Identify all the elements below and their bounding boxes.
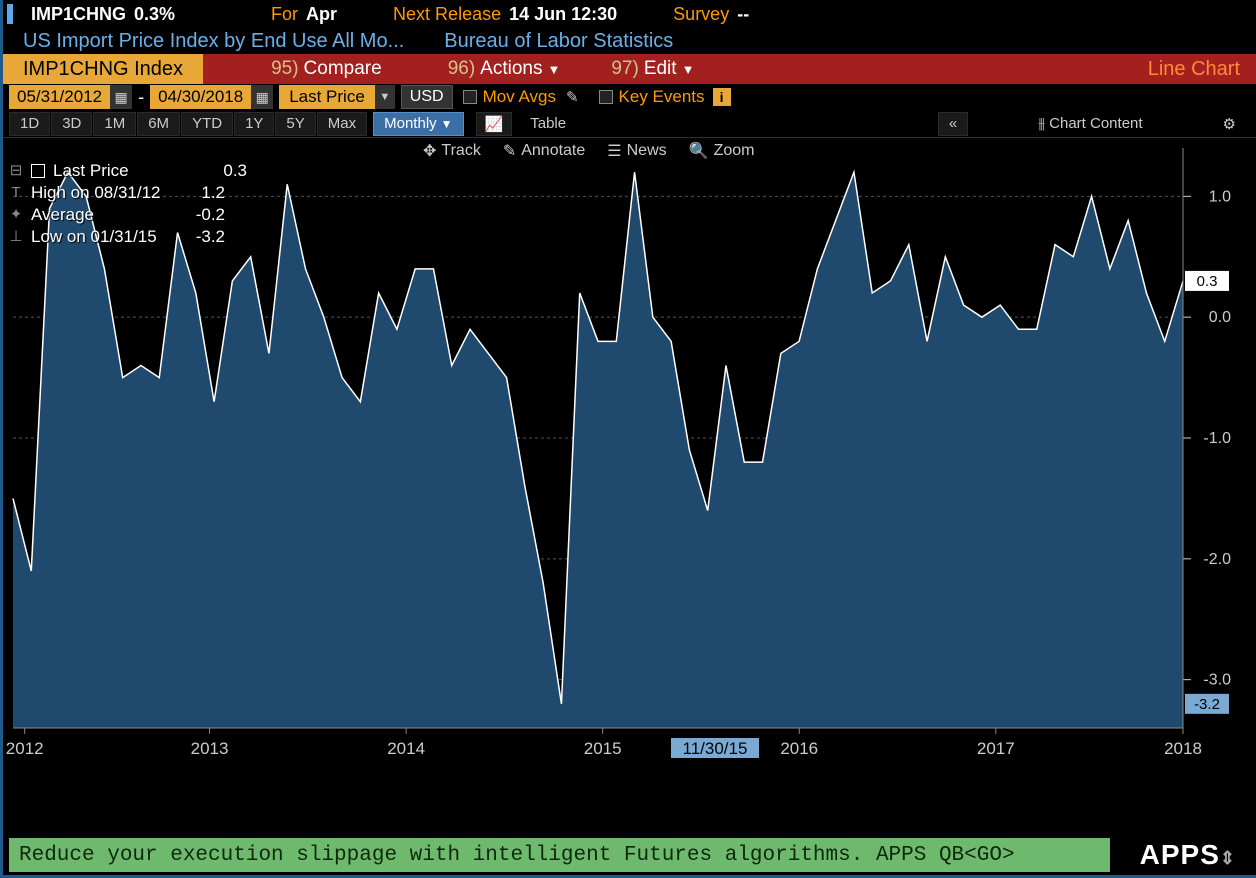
legend-high-label: High on 08/31/12 (31, 182, 181, 204)
legend-low-value: -3.2 (189, 226, 225, 248)
currency-select[interactable]: USD (401, 85, 453, 109)
svg-text:2015: 2015 (584, 739, 622, 758)
ticker-box[interactable]: IMP1CHNG Index (3, 54, 203, 84)
key-events-checkbox[interactable] (599, 90, 613, 104)
date-from-input[interactable]: 05/31/2012 (9, 85, 110, 109)
ticker-value: 0.3% (134, 4, 175, 25)
chart-legend: ⊟Last Price0.3 THigh on 08/31/121.2 ✦Ave… (9, 160, 247, 248)
chart-toolbar: ✥ Track ✎ Annotate ☰ News 🔍 Zoom (413, 138, 764, 164)
zoom-button[interactable]: 🔍 Zoom (679, 138, 765, 164)
gear-icon[interactable]: ⚙ (1213, 112, 1246, 136)
index-description: US Import Price Index by End Use All Mo.… (23, 30, 404, 53)
chart-content-button[interactable]: ⫵ Chart Content (1028, 112, 1152, 136)
calendar-icon[interactable]: ▦ (251, 85, 273, 109)
range-1m[interactable]: 1M (93, 112, 136, 136)
svg-text:2014: 2014 (387, 739, 425, 758)
table-button[interactable]: Table (520, 112, 576, 136)
legend-avg-label: Average (31, 204, 181, 226)
survey-value: -- (737, 4, 749, 25)
svg-text:2016: 2016 (780, 739, 818, 758)
chart-mode-icon[interactable]: 📈 (476, 112, 513, 136)
range-bar: 1D3D1M6MYTD1Y5YMax Monthly▼ 📈 Table « ⫵ … (3, 110, 1256, 138)
range-5y[interactable]: 5Y (275, 112, 315, 136)
actions-button[interactable]: 96)Actions▼ (430, 54, 579, 84)
banner-message[interactable]: Reduce your execution slippage with inte… (9, 838, 1110, 872)
action-bar: IMP1CHNG Index 95)Compare 96)Actions▼ 97… (3, 54, 1256, 84)
calendar-icon[interactable]: ▦ (110, 85, 132, 109)
chart-type-label: Line Chart (1148, 58, 1256, 81)
date-bar: 05/31/2012 ▦ - 04/30/2018 ▦ Last Price ▼… (3, 84, 1256, 110)
ticker-symbol: IMP1CHNG (31, 4, 126, 25)
legend-avg-value: -0.2 (189, 204, 225, 226)
svg-text:1.0: 1.0 (1209, 188, 1231, 205)
svg-text:-1.0: -1.0 (1203, 430, 1231, 447)
mov-avgs-checkbox[interactable] (463, 90, 477, 104)
legend-last-price-value: 0.3 (211, 160, 247, 182)
footer-banner: Reduce your execution slippage with inte… (3, 835, 1256, 875)
price-type-select[interactable]: Last Price (279, 85, 375, 109)
annotate-button[interactable]: ✎ Annotate (493, 138, 595, 164)
range-6m[interactable]: 6M (137, 112, 180, 136)
svg-text:2017: 2017 (977, 739, 1015, 758)
apps-logo: APPS⇕ (1110, 839, 1256, 871)
description-bar: US Import Price Index by End Use All Mo.… (3, 28, 1256, 54)
range-1y[interactable]: 1Y (234, 112, 274, 136)
info-icon[interactable]: i (713, 88, 731, 106)
range-max[interactable]: Max (317, 112, 367, 136)
dropdown-icon[interactable]: ▼ (375, 85, 395, 109)
svg-text:2012: 2012 (6, 739, 44, 758)
edit-button[interactable]: 97)Edit▼ (593, 54, 712, 84)
compare-button[interactable]: 95)Compare (253, 54, 400, 84)
news-button[interactable]: ☰ News (597, 138, 676, 164)
for-value: Apr (306, 4, 337, 25)
range-1d[interactable]: 1D (9, 112, 50, 136)
svg-text:2018: 2018 (1164, 739, 1202, 758)
svg-text:11/30/15: 11/30/15 (683, 739, 748, 758)
data-source: Bureau of Labor Statistics (444, 30, 673, 53)
range-ytd[interactable]: YTD (181, 112, 233, 136)
survey-label: Survey (673, 4, 729, 25)
interval-select[interactable]: Monthly▼ (373, 112, 463, 136)
range-3d[interactable]: 3D (51, 112, 92, 136)
svg-text:2013: 2013 (191, 739, 229, 758)
next-release-value: 14 Jun 12:30 (509, 4, 617, 25)
mov-avgs-label: Mov Avgs (483, 87, 556, 107)
svg-text:-2.0: -2.0 (1203, 551, 1231, 568)
date-to-input[interactable]: 04/30/2018 (150, 85, 251, 109)
legend-high-value: 1.2 (189, 182, 225, 204)
track-button[interactable]: ✥ Track (413, 138, 491, 164)
svg-text:-3.0: -3.0 (1203, 672, 1231, 689)
legend-low-label: Low on 01/31/15 (31, 226, 181, 248)
edit-icon[interactable]: ✎ (556, 88, 589, 106)
svg-text:0.0: 0.0 (1209, 309, 1231, 326)
header-bar: IMP1CHNG 0.3% For Apr Next Release 14 Ju… (3, 0, 1256, 28)
chart-area[interactable]: ✥ Track ✎ Annotate ☰ News 🔍 Zoom ⊟Last P… (3, 138, 1256, 835)
collapse-button[interactable]: « (938, 112, 968, 136)
svg-text:0.3: 0.3 (1197, 273, 1218, 290)
ticker-indicator (7, 4, 13, 24)
legend-last-price-label: Last Price (53, 160, 203, 182)
key-events-label: Key Events (619, 87, 705, 107)
svg-text:-3.2: -3.2 (1194, 696, 1220, 713)
next-release-label: Next Release (393, 4, 501, 25)
for-label: For (271, 4, 298, 25)
